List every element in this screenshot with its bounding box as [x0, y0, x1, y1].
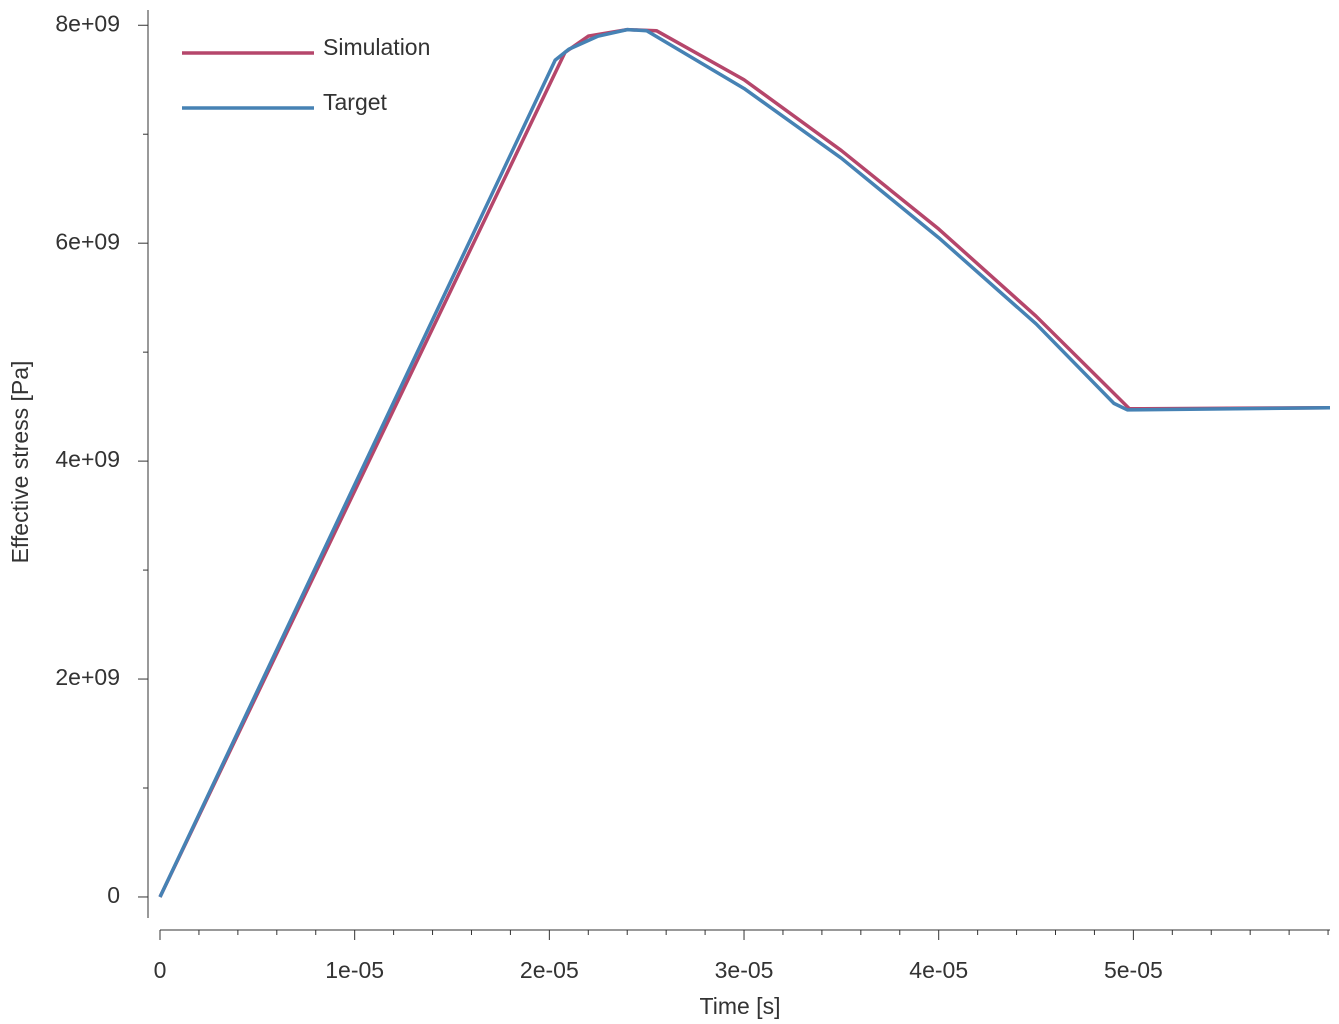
x-tick-label: 4e-05: [909, 957, 968, 983]
y-axis-label: Effective stress [Pa]: [7, 361, 33, 564]
y-tick-label: 8e+09: [55, 10, 120, 36]
x-axis-label: Time [s]: [700, 993, 781, 1019]
series-line: [158, 27, 1331, 898]
series-line: [158, 27, 1331, 898]
y-tick-label: 2e+09: [55, 664, 120, 690]
legend-label: Target: [323, 89, 388, 115]
x-tick-label: 0: [154, 957, 167, 983]
y-tick-label: 4e+09: [55, 446, 120, 472]
x-tick-label: 1e-05: [325, 957, 384, 983]
x-tick-label: 5e-05: [1104, 957, 1163, 983]
legend-label: Simulation: [323, 34, 430, 60]
y-tick-label: 6e+09: [55, 228, 120, 254]
x-tick-label: 2e-05: [520, 957, 579, 983]
y-tick-label: 0: [107, 882, 120, 908]
x-tick-label: 3e-05: [715, 957, 774, 983]
